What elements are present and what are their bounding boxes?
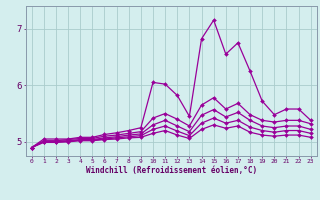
- X-axis label: Windchill (Refroidissement éolien,°C): Windchill (Refroidissement éolien,°C): [86, 166, 257, 175]
